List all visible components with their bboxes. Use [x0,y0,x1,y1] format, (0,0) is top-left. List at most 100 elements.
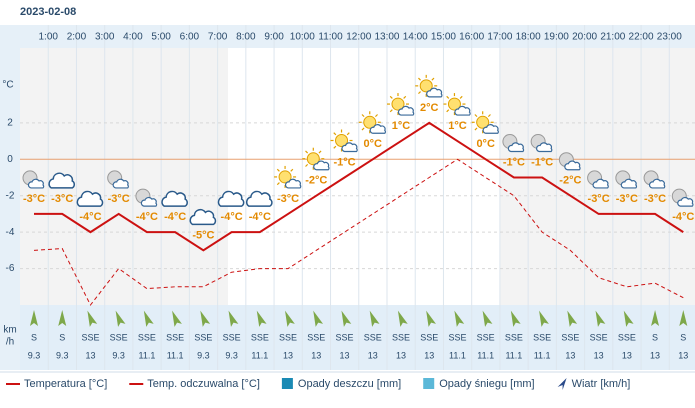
temperature-label: -3°C [644,193,666,205]
cloud [48,172,76,189]
wind-arrow [256,310,267,327]
temperature-label: -3°C [108,193,130,205]
hour-band [0,25,695,48]
sun-ray [318,150,322,154]
cloud [507,142,525,153]
x-tick-label: 1:00 [38,32,58,43]
wind-speed: 9.3 [225,350,238,360]
wind-speed: 13 [283,350,293,360]
x-tick-label: 23:00 [657,32,682,43]
cloud [482,124,499,134]
weather-icon [386,93,415,116]
wind-speed: 13 [678,350,688,360]
weather-icon [48,172,76,189]
x-tick-label: 8:00 [236,32,256,43]
wind-direction: S [31,332,37,342]
sun [278,170,292,184]
sun [363,115,377,129]
cloud [27,178,45,189]
wind-arrow [115,310,126,327]
wind-direction: SSE [81,332,99,342]
x-tick-label: 14:00 [403,32,428,43]
wind-unit: /h [6,337,14,348]
weather-icon [189,208,217,226]
weather-icon [161,190,188,207]
wind-direction: S [680,332,686,342]
temperature-label: 2°C [420,102,439,114]
wind-arrow [482,310,493,327]
wind-speed: 13 [594,350,604,360]
cloud [341,142,358,153]
wind-direction: S [652,332,658,342]
y-tick-label: 0 [7,154,13,165]
wind-speed: 13 [424,350,434,360]
wind-arrow [623,310,634,327]
legend-swatch [423,378,435,389]
cloud [189,208,217,226]
wind-arrow [285,310,295,327]
cloud [284,178,302,189]
temperature-label: -4°C [164,211,186,223]
sun-ray [418,91,421,95]
weather-icon [558,152,581,171]
temperature-label: 1°C [448,120,467,132]
cloud [426,87,443,98]
wind-arrow [172,310,182,327]
temperature-label: -1°C [531,156,553,168]
sun [391,97,405,111]
temperature-label: 1°C [392,120,411,132]
temperature-label: -3°C [23,193,45,205]
cloud [313,160,330,171]
wind-arrow [341,310,352,327]
temperature-label: -2°C [305,175,327,187]
wind-arrow [454,310,465,327]
y-tick-label: -2 [6,190,15,201]
wind-arrow [651,310,660,326]
x-tick-label: 9:00 [264,32,284,43]
y-axis-label: °C [2,80,13,91]
x-tick-label: 6:00 [180,32,200,43]
wind-speed: 11.1 [449,350,466,360]
weather-icon [443,93,471,116]
sun-ray [418,77,421,81]
x-tick-label: 19:00 [544,32,569,43]
temperature-label: -1°C [333,156,355,168]
wind-direction: SSE [307,332,325,342]
temperature-label: -3°C [616,193,638,205]
sun-ray [276,168,280,172]
cloud [564,160,581,171]
wind-direction: SSE [477,332,495,342]
temperature-label: -4°C [221,211,243,223]
cloud [161,190,188,207]
weather-icon [671,188,694,207]
wind-direction: SSE [533,332,551,342]
wind-speed: 11.1 [138,350,155,360]
x-tick-label: 10:00 [290,32,315,43]
weather-icon [245,190,273,207]
wind-arrow [567,310,578,327]
temperature-label: -3°C [588,193,610,205]
wind-direction: SSE [336,332,354,342]
x-tick-label: 13:00 [374,32,399,43]
wind-direction: SSE [590,332,608,342]
weather-icon [22,170,45,189]
wind-arrow [369,310,380,327]
sun-ray [290,168,294,172]
sun-ray [276,182,280,186]
x-tick-label: 3:00 [95,32,115,43]
temperature-label: -3°C [277,193,299,205]
wind-direction: SSE [251,332,269,342]
x-tick-label: 4:00 [123,32,143,43]
wind-speed: 13 [565,350,575,360]
x-tick-label: 5:00 [151,32,171,43]
sun-ray [346,132,350,136]
wind-speed: 9.3 [28,350,41,360]
wind-speed: 13 [622,350,632,360]
wind-direction: SSE [618,332,636,342]
wind-speed: 9.3 [112,350,125,360]
y-tick-label: -6 [6,263,15,274]
wind-speed: 9.3 [56,350,69,360]
cloud [245,190,273,207]
sun-ray [474,114,478,118]
